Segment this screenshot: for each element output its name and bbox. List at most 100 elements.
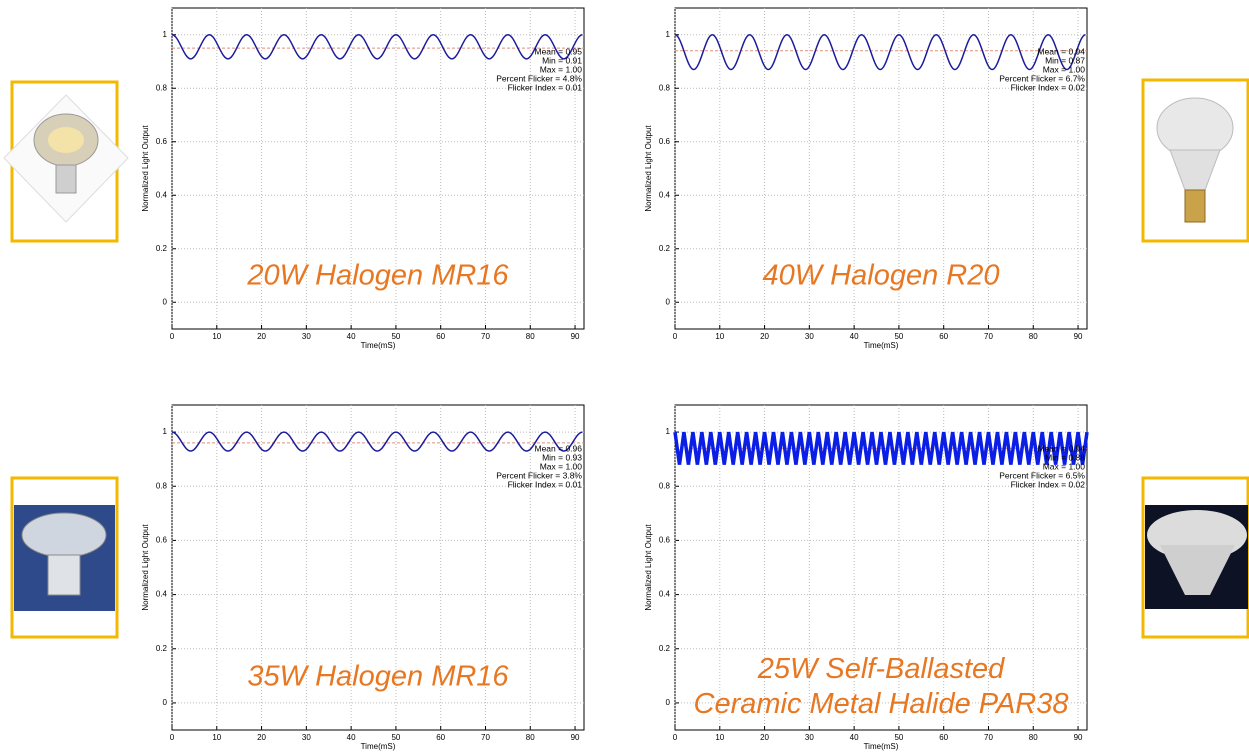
x-tick-label: 10 xyxy=(212,332,221,341)
data-line xyxy=(673,431,1089,465)
y-tick-label: 1 xyxy=(163,30,168,39)
stat-label: Max = 1.00 xyxy=(540,64,583,74)
x-axis-label: Time(mS) xyxy=(361,341,396,350)
x-tick-label: 30 xyxy=(805,733,814,742)
y-tick-label: 0.8 xyxy=(156,83,168,92)
x-tick-label: 60 xyxy=(436,332,445,341)
x-tick-label: 40 xyxy=(347,332,356,341)
y-tick-label: 1 xyxy=(666,30,671,39)
y-tick-label: 0.2 xyxy=(156,644,168,653)
caption: 40W Halogen R20 xyxy=(763,260,1000,292)
stat-label: Max = 1.00 xyxy=(540,461,583,471)
stat-label: Mean = 0.95 xyxy=(535,46,583,56)
x-axis-label: Time(mS) xyxy=(864,742,899,751)
x-tick-label: 80 xyxy=(526,733,535,742)
x-tick-label: 20 xyxy=(760,733,769,742)
x-tick-label: 0 xyxy=(170,332,175,341)
y-tick-label: 0.2 xyxy=(156,244,168,253)
stat-label: Flicker Index = 0.02 xyxy=(1011,82,1086,92)
stat-label: Max = 1.00 xyxy=(1043,461,1086,471)
stat-label: Percent Flicker = 6.5% xyxy=(999,470,1085,480)
data-line xyxy=(674,33,1086,71)
y-tick-label: 1 xyxy=(163,427,168,436)
bulb-photo xyxy=(1141,78,1249,243)
x-tick-label: 90 xyxy=(1074,733,1083,742)
data-line xyxy=(171,431,583,452)
x-tick-label: 10 xyxy=(212,733,221,742)
x-tick-label: 90 xyxy=(571,733,580,742)
x-tick-label: 10 xyxy=(715,332,724,341)
stat-label: Percent Flicker = 4.8% xyxy=(496,73,582,83)
y-axis-label: Normalized Light Output xyxy=(141,524,150,611)
y-tick-label: 0.4 xyxy=(156,590,168,599)
y-axis-label: Normalized Light Output xyxy=(644,524,653,611)
chart: 00.20.40.60.810 10 20 30 40 50 60 70 80 90Time(mS… xyxy=(141,7,585,350)
plot-area xyxy=(674,7,1088,330)
y-tick-label: 0.6 xyxy=(156,536,168,545)
y-tick-label: 0.4 xyxy=(156,190,168,199)
y-tick-label: 0.8 xyxy=(659,481,671,490)
x-tick-label: 20 xyxy=(257,332,266,341)
x-tick-label: 80 xyxy=(1029,332,1038,341)
x-tick-label: 30 xyxy=(302,733,311,742)
stat-label: Flicker Index = 0.01 xyxy=(508,479,583,489)
x-tick-label: 50 xyxy=(391,733,400,742)
chart: 00.20.40.60.810 10 20 30 40 50 60 70 80 90Time(mS… xyxy=(644,404,1089,751)
y-axis-label: Normalized Light Output xyxy=(644,125,653,212)
stat-label: Mean = 0.94 xyxy=(1038,443,1086,453)
y-tick-label: 0.2 xyxy=(659,644,671,653)
y-tick-label: 0.4 xyxy=(659,190,671,199)
stat-label: Percent Flicker = 3.8% xyxy=(496,470,582,480)
bulb-photo xyxy=(10,476,119,639)
plot-area xyxy=(171,404,585,731)
x-tick-label: 10 xyxy=(715,733,724,742)
x-tick-label: 80 xyxy=(1029,733,1038,742)
caption: 35W Halogen MR16 xyxy=(247,661,509,693)
x-tick-label: 20 xyxy=(257,733,266,742)
x-tick-label: 60 xyxy=(939,332,948,341)
stat-label: Min = 0.88 xyxy=(1045,452,1085,462)
x-tick-label: 80 xyxy=(526,332,535,341)
x-tick-label: 50 xyxy=(391,332,400,341)
x-tick-label: 40 xyxy=(850,332,859,341)
stat-label: Max = 1.00 xyxy=(1043,64,1086,74)
y-tick-label: 0 xyxy=(163,297,168,306)
stat-label: Min = 0.91 xyxy=(542,55,582,65)
x-tick-label: 70 xyxy=(481,733,490,742)
y-tick-label: 0.4 xyxy=(659,590,671,599)
x-tick-label: 70 xyxy=(481,332,490,341)
x-tick-label: 30 xyxy=(805,332,814,341)
y-tick-label: 0.6 xyxy=(156,137,168,146)
x-tick-label: 50 xyxy=(894,332,903,341)
y-tick-label: 0.6 xyxy=(659,137,671,146)
stat-label: Min = 0.87 xyxy=(1045,55,1085,65)
caption: Ceramic Metal Halide PAR38 xyxy=(694,688,1069,720)
x-axis-label: Time(mS) xyxy=(361,742,396,751)
y-tick-label: 0.8 xyxy=(659,83,671,92)
y-tick-label: 0 xyxy=(163,698,168,707)
caption: 25W Self-Ballasted xyxy=(757,653,1005,685)
y-tick-label: 1 xyxy=(666,427,671,436)
stat-label: Mean = 0.94 xyxy=(1038,46,1086,56)
chart: 00.20.40.60.810 10 20 30 40 50 60 70 80 90Time(mS… xyxy=(644,7,1088,350)
caption: 20W Halogen MR16 xyxy=(246,260,509,292)
x-tick-label: 70 xyxy=(984,733,993,742)
x-tick-label: 40 xyxy=(850,733,859,742)
x-tick-label: 50 xyxy=(894,733,903,742)
x-tick-label: 90 xyxy=(571,332,580,341)
stat-label: Flicker Index = 0.01 xyxy=(508,82,583,92)
stat-label: Flicker Index = 0.02 xyxy=(1011,479,1086,489)
x-tick-label: 60 xyxy=(436,733,445,742)
x-tick-label: 40 xyxy=(347,733,356,742)
y-tick-label: 0.2 xyxy=(659,244,671,253)
y-tick-label: 0.8 xyxy=(156,481,168,490)
y-tick-label: 0 xyxy=(666,297,671,306)
y-tick-label: 0.6 xyxy=(659,536,671,545)
stat-label: Min = 0.93 xyxy=(542,452,582,462)
x-tick-label: 0 xyxy=(673,332,678,341)
x-axis-label: Time(mS) xyxy=(864,341,899,350)
y-axis-label: Normalized Light Output xyxy=(141,125,150,212)
stat-label: Mean = 0.96 xyxy=(535,443,583,453)
x-tick-label: 70 xyxy=(984,332,993,341)
x-tick-label: 60 xyxy=(939,733,948,742)
